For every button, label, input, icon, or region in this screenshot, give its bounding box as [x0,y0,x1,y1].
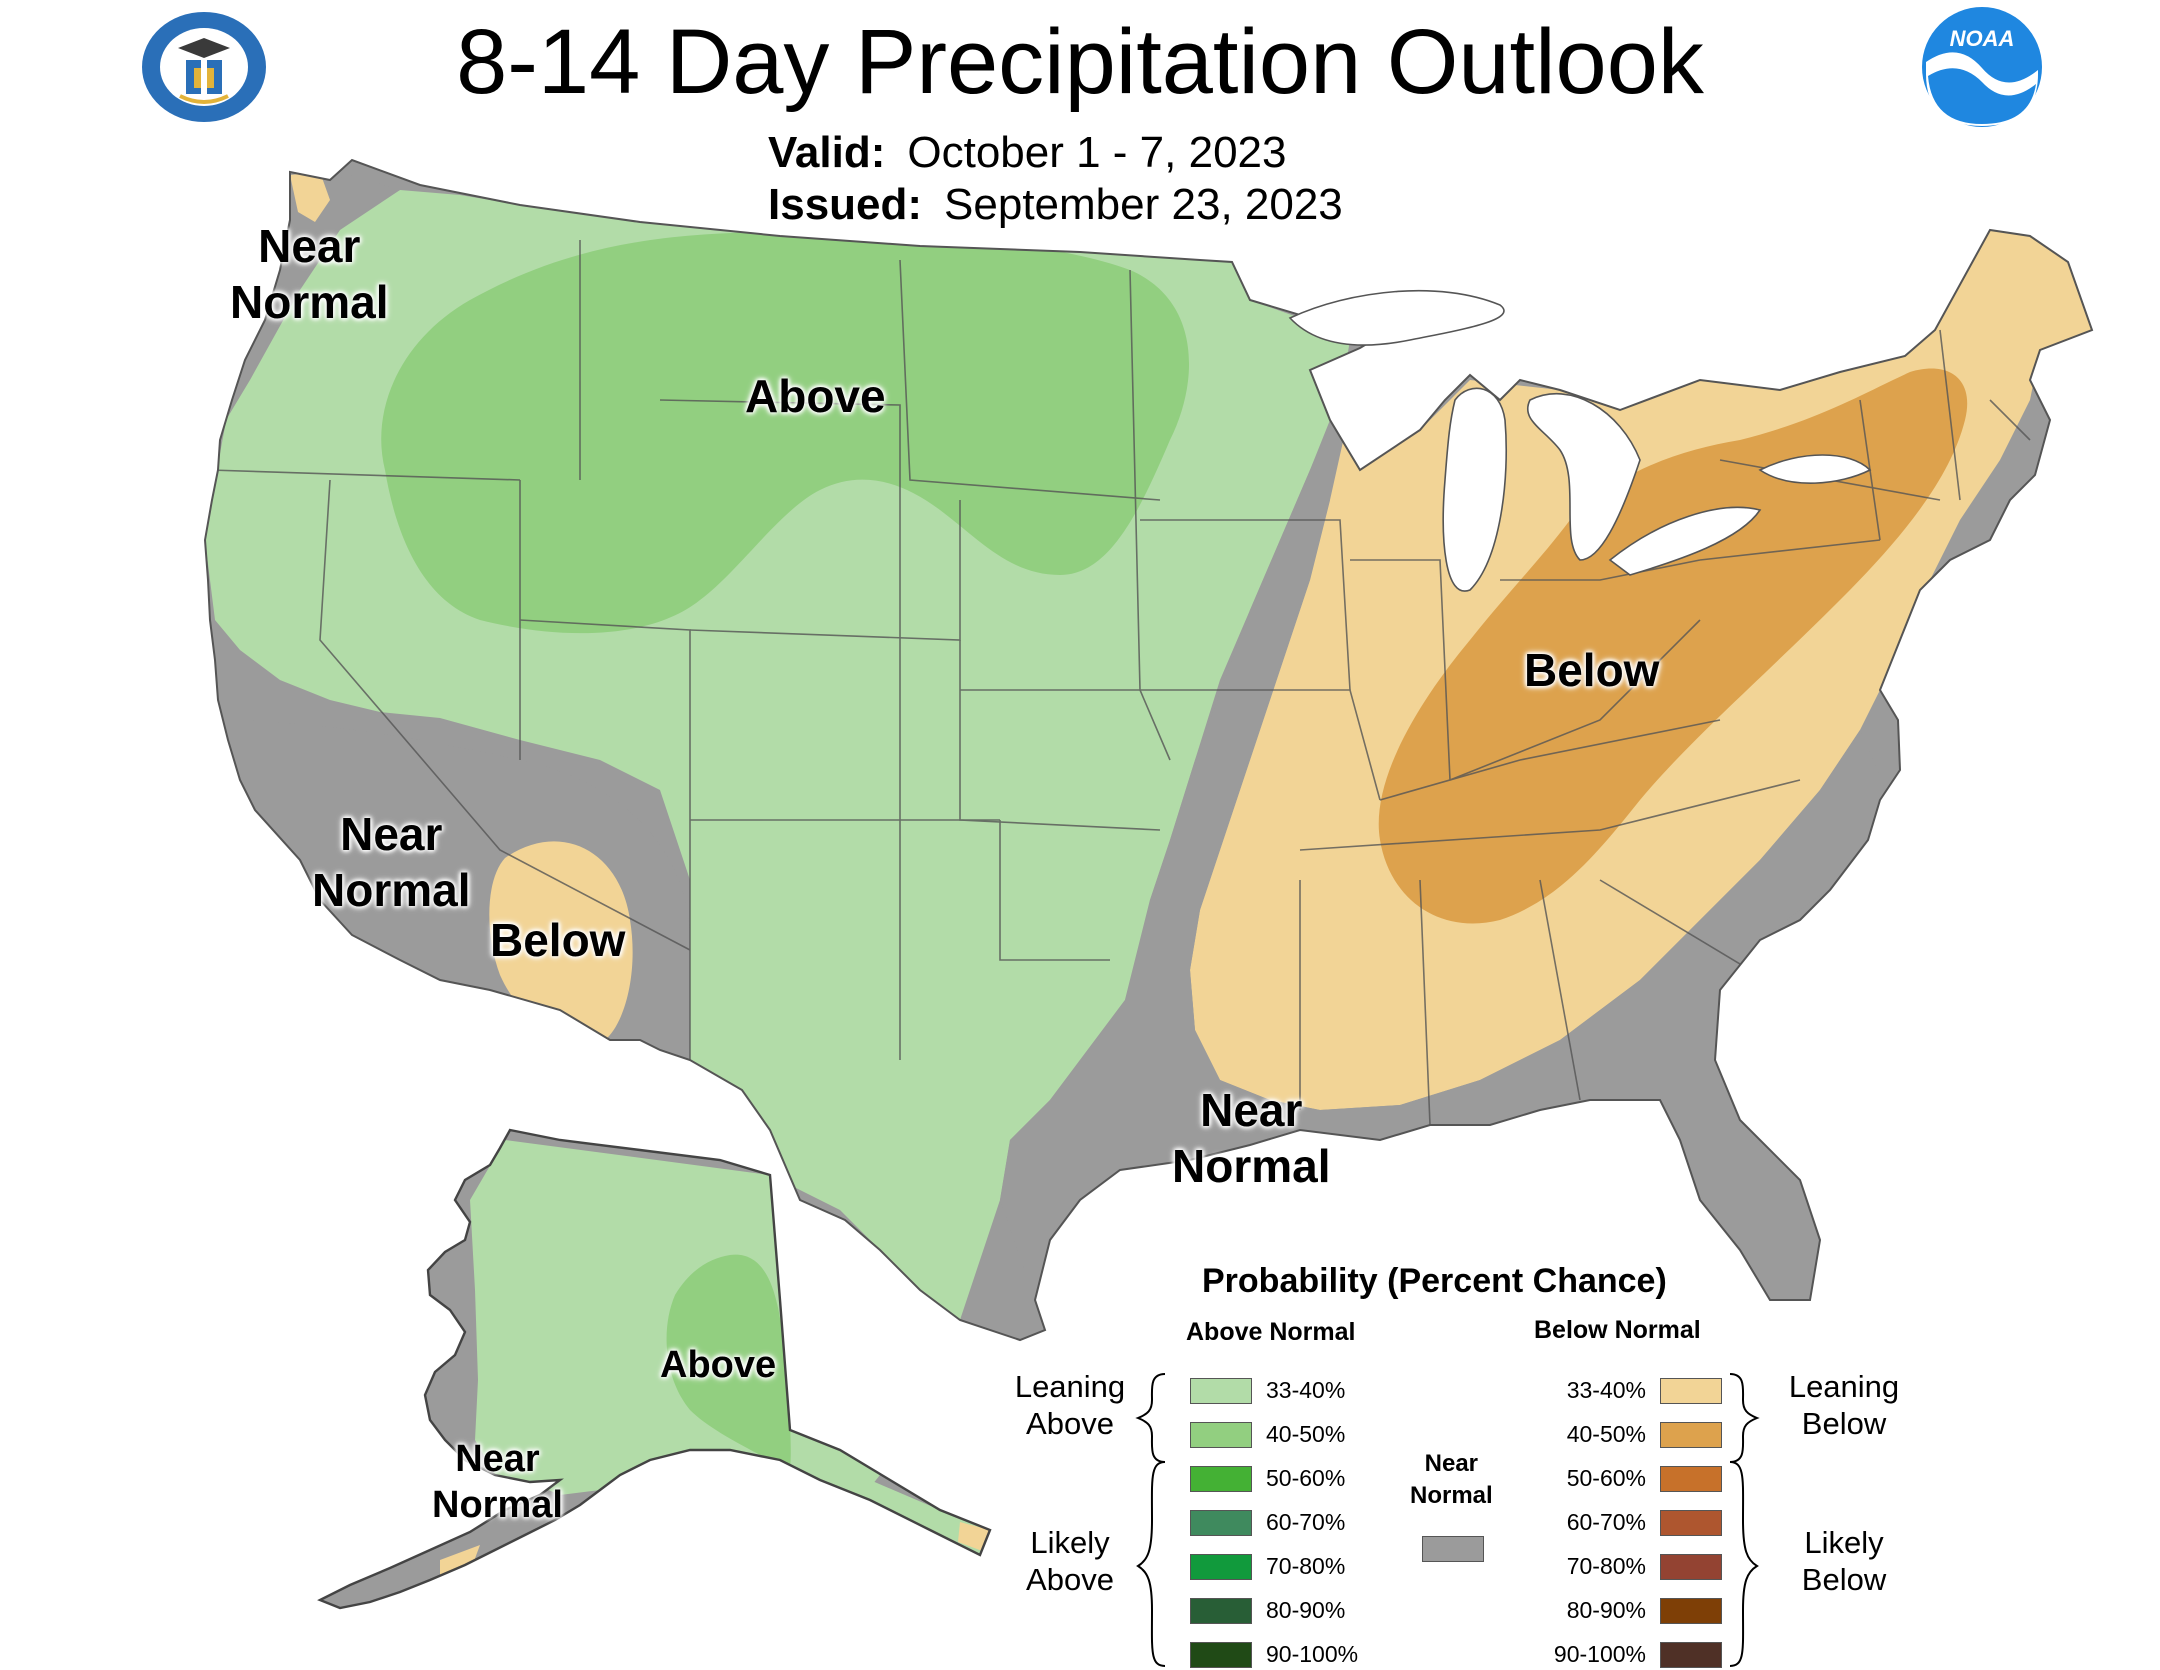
legend-below-range-label: 60-70% [1566,1509,1646,1535]
legend-below-range-label: 40-50% [1566,1421,1646,1447]
legend-above-header: Above Normal [1186,1318,1356,1346]
legend-likely-below: Likely Below [1801,1525,1887,1598]
legend-above-range-label: 40-50% [1266,1421,1346,1447]
svg-text:NOAA: NOAA [1950,26,2015,51]
valid-label: Valid: [768,128,886,177]
page-title: 8-14 Day Precipitation Outlook [456,11,1704,113]
legend-above-swatch [1190,1510,1252,1536]
legend-above-swatch [1190,1378,1252,1404]
legend-below-swatch [1660,1510,1722,1536]
north-above-label: Above [745,370,886,422]
legend-below-header: Below Normal [1534,1316,1701,1344]
legend-leaning-below: Leaning Below [1788,1369,1900,1442]
legend-near-normal-swatch [1422,1536,1484,1562]
legend-above-range-label: 90-100% [1266,1641,1359,1667]
alaska-near-normal-label: Near Normal [432,1438,563,1527]
legend-above-range-label: 50-60% [1266,1465,1346,1491]
legend-above-range-label: 80-90% [1266,1597,1346,1623]
nw-near-normal-label: Near Normal [230,220,389,329]
legend-below-range-label: 33-40% [1566,1377,1646,1403]
legend-likely-above: Likely Above [1026,1525,1114,1598]
legend-above-range-label: 33-40% [1266,1377,1346,1403]
sw-near-normal-label: Near Normal [312,808,471,917]
department-of-commerce-seal-icon [142,12,266,122]
legend-above-swatch [1190,1422,1252,1448]
issued-date: September 23, 2023 [944,180,1343,229]
legend-below-range-label: 50-60% [1566,1465,1646,1491]
legend-below-range-label: 90-100% [1553,1641,1646,1667]
legend-above-range-label: 70-80% [1266,1553,1346,1579]
legend-above-swatch [1190,1598,1252,1624]
noaa-logo-icon: NOAA [1922,7,2042,127]
alaska-above-label: Above [660,1344,777,1386]
legend-below-range-label: 70-80% [1566,1553,1646,1579]
issued-label: Issued: [768,180,923,229]
legend-above-swatch [1190,1642,1252,1668]
legend-near-normal-label: Near Normal [1410,1450,1493,1510]
valid-line: Valid: October 1 - 7, 2023 [768,128,1287,178]
legend-title: Probability (Percent Chance) [1202,1262,1667,1300]
sw-below-label: Below [490,914,626,966]
legend-above-swatch [1190,1554,1252,1580]
legend-above-swatch [1190,1466,1252,1492]
legend-below-swatch [1660,1554,1722,1580]
legend-below-swatch [1660,1422,1722,1448]
gulf-near-normal-label: Near Normal [1172,1084,1331,1193]
legend-below-range-label: 80-90% [1566,1597,1646,1623]
legend-above-range-label: 60-70% [1266,1509,1346,1535]
issued-line: Issued: September 23, 2023 [768,180,1343,230]
east-below-label: Below [1524,644,1660,696]
legend-below-swatch [1660,1598,1722,1624]
legend-leaning-above: Leaning Above [1014,1369,1126,1442]
legend-below-swatch [1660,1466,1722,1492]
legend-below-swatch [1660,1642,1722,1668]
valid-date: October 1 - 7, 2023 [907,128,1287,177]
great-lakes [1288,289,1872,592]
legend-below-swatch [1660,1378,1722,1404]
